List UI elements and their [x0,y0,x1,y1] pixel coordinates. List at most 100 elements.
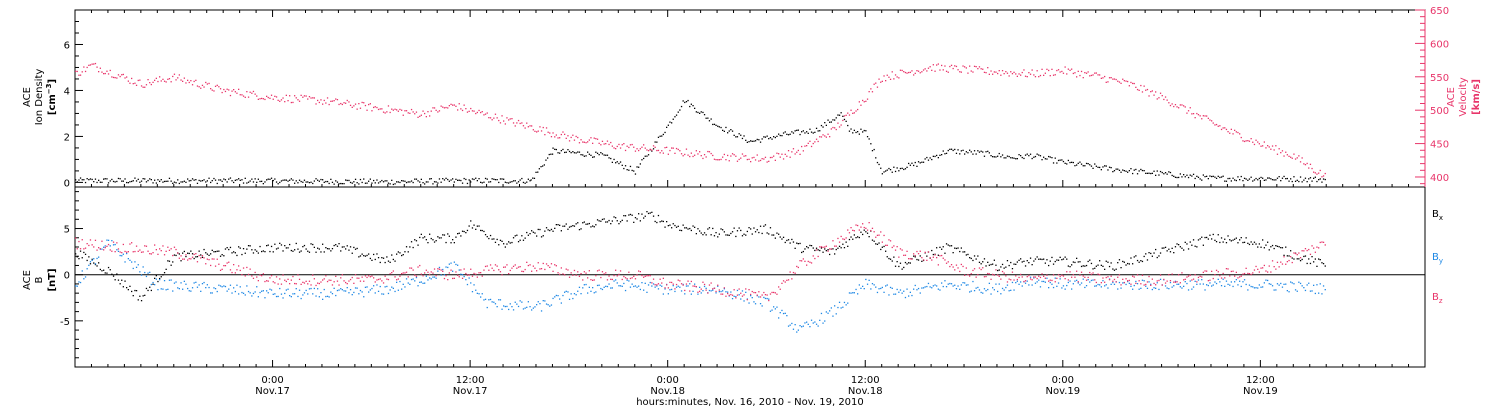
by-series-point [274,293,276,295]
bx-series-point [1288,255,1290,257]
bx-series-point [79,250,82,252]
by-series-point [241,291,243,294]
density-series-point [806,131,808,133]
velocity-series-point [368,103,370,106]
by-series-point [779,312,781,314]
bx-series-point [167,260,169,262]
bz-series-point [1184,278,1186,280]
bx-series-point [486,236,488,238]
by-series-point [636,286,638,288]
velocity-series-point [1178,107,1180,109]
bx-series-point [1283,254,1285,256]
bz-series-point [945,262,948,264]
density-series-point [298,179,301,181]
bz-series-point [203,257,205,259]
velocity-series-point [387,105,390,107]
bx-series-point [657,214,660,217]
density-series-point [735,136,737,138]
bx-series-point [142,295,144,297]
velocity-series-point [236,92,238,94]
velocity-series-point [567,135,569,137]
by-series-point [119,254,121,257]
bz-series-point [1314,251,1316,253]
density-series-point [1253,179,1256,181]
velocity-series-point [1308,167,1310,169]
velocity-series-point [1064,66,1066,68]
by-series-point [303,292,306,294]
by-series-point [973,290,976,292]
bz-series-point [264,280,266,283]
by-series-point [1234,281,1236,283]
density-series-point [1071,161,1073,163]
velocity-series-point [154,79,156,81]
bx-series-point [998,269,1000,271]
bz-series-point [913,253,915,255]
bz-series-point [703,283,706,286]
bz-series-point [457,274,459,276]
velocity-series-point [868,91,870,93]
by-series-point [340,288,342,290]
bx-series-point [336,245,339,247]
bz-series-point [1136,274,1139,276]
velocity-series-point [850,109,852,111]
bx-series-point [1074,261,1076,264]
velocity-series-point [722,156,724,158]
density-series-point [817,130,819,132]
bz-series-point [461,277,464,279]
velocity-series-point [870,88,872,90]
density-series-point [936,154,938,157]
by-series-point [1107,287,1109,289]
by-series-point [748,302,750,304]
by-series-point [307,293,309,295]
by-series-point [280,293,283,295]
bx-series-point [860,231,862,233]
velocity-series-point [585,142,587,144]
by-series-point [1275,289,1277,291]
density-series-point [1169,171,1172,174]
by-series-point [694,283,696,285]
bx-series-point [98,262,100,264]
density-series-point [1110,167,1112,169]
by-series-point [1314,292,1316,295]
by-series-point [610,287,612,289]
density-series-point [725,126,727,129]
velocity-series-point [748,158,750,160]
bx-series-point [1306,262,1308,265]
bx-series-point [692,225,694,227]
velocity-series-point [231,90,233,92]
bz-series-point [251,275,253,277]
bz-series-point [511,267,513,269]
bx-series-point [616,220,618,222]
density-series-point [1054,157,1056,159]
bz-series-point [98,247,100,249]
bx-series-point [516,234,518,236]
by-series-point [190,290,192,292]
bx-series-point [1146,259,1149,261]
bz-series-point [211,258,213,260]
density-series-point [621,164,623,166]
bx-series-point [784,241,786,244]
velocity-series-point [995,71,997,73]
density-series-point [124,178,126,180]
bz-series-point [139,249,141,251]
density-series-point [447,178,449,181]
velocity-series-point [504,123,506,125]
by-series-point [799,325,801,327]
velocity-series-point [615,148,617,150]
bz-series-point [1232,270,1234,272]
by-series-point [112,244,115,246]
density-series-point [567,149,569,151]
velocity-series-point [985,72,987,74]
bx-series-point [1039,258,1042,260]
by-series-point [646,291,648,293]
velocity-series-point [221,91,223,94]
velocity-series-point [345,102,347,104]
density-series-point [1120,171,1122,173]
velocity-series-point [443,107,446,109]
bz-series-point [290,279,292,281]
by-series-point [277,295,279,298]
bx-series-point [909,262,911,264]
density-series-point [1085,162,1088,165]
by-series-point [369,289,371,291]
bx-series-point [234,252,236,254]
